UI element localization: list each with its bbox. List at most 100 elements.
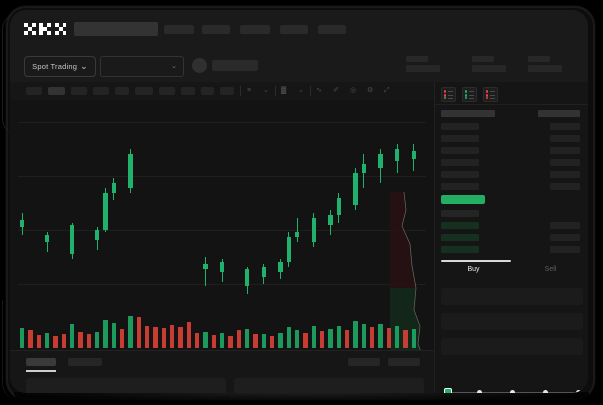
price-field[interactable] [441,288,583,305]
total-field[interactable] [441,338,583,355]
candle [237,274,242,286]
orderbook-ask-amount[interactable] [550,135,580,142]
tab-buy[interactable]: Buy [467,266,480,273]
candle-wick [213,252,214,277]
settings-icon[interactable]: ⚙ [367,87,374,94]
timeframe-button-7[interactable] [159,87,175,95]
candle [294,217,300,243]
volume-bar [328,328,333,348]
orderbook-ask-amount[interactable] [550,159,580,166]
candle-wick [288,232,290,267]
orderbook-bid-amount[interactable] [550,222,580,229]
timeframe-button-3[interactable] [71,87,87,95]
timeframe-button-5[interactable] [115,87,129,95]
slider-stop-25[interactable] [477,389,482,393]
bottom-action-2[interactable] [388,358,420,366]
slider-stop-75[interactable] [543,389,548,393]
candle [403,149,408,159]
orderbook-ask-price[interactable] [441,135,479,142]
volume-bar [153,326,158,348]
orderbook-bid-price[interactable] [441,222,479,229]
candle-wick [279,259,281,280]
volume-bar [278,332,283,348]
bottom-action-1[interactable] [348,358,380,366]
candle-wick [347,183,348,210]
volume-bar [61,333,67,348]
timeframe-button-8[interactable] [181,87,195,95]
orderbook-ask-price[interactable] [441,171,479,178]
volume-bar [219,333,225,348]
candle [78,225,83,232]
orderbook-bid-price[interactable] [441,234,479,241]
slider-handle[interactable] [444,388,452,393]
slider-stop-50[interactable] [510,389,515,393]
amount-percent-slider[interactable] [444,387,582,393]
nav-item-4[interactable] [280,25,308,34]
orderbook-ask-price[interactable] [441,123,479,130]
timeframe-button-9[interactable] [201,87,214,95]
candle [62,247,67,254]
orderbook-mode-buy-icon[interactable] [462,87,477,102]
chart-type-chevron-down-icon[interactable]: ⌄ [298,87,304,94]
orderbook-ask-amount[interactable] [550,183,580,190]
tab-sell[interactable]: Sell [544,266,557,273]
bezel-highlight-bottom [2,300,19,400]
volume-bar [103,319,108,348]
timeframe-button-2[interactable] [48,87,65,95]
candle-wick [296,217,298,243]
market-type-dropdown[interactable]: Spot Trading ⌄ [24,56,96,77]
timeframe-button-1[interactable] [26,87,42,95]
volume-bar [78,331,83,348]
line-tool-icon[interactable]: ∿ [316,87,322,94]
indicators-chevron-down-icon[interactable]: ⌄ [263,87,269,94]
amount-field[interactable] [441,313,583,330]
indicators-icon[interactable]: ≡ [247,87,252,94]
search-input[interactable] [74,22,158,36]
candle-wick [322,203,323,230]
tab-order-history[interactable] [68,358,102,366]
volume-bar [69,324,75,348]
price-chart[interactable] [10,100,434,382]
candle-wick [372,139,373,173]
chart-type-icon[interactable]: ▓ [281,87,287,94]
orderbook-bid-price[interactable] [441,210,479,217]
slider-stop-100[interactable] [576,389,581,393]
volume-bar [94,332,100,348]
bezel-highlight-top [2,14,17,134]
okx-logo[interactable] [24,23,66,35]
timeframe-button-6[interactable] [135,87,153,95]
volume-series [18,312,418,348]
volume-bar [144,325,150,348]
orderbook-bid-price[interactable] [441,246,479,253]
orderbook-ask-amount[interactable] [550,147,580,154]
orderbook-mode-sell-icon[interactable] [483,87,498,102]
timeframe-button-4[interactable] [93,87,109,95]
orderbook-ask-amount[interactable] [550,123,580,130]
orderbook-bid-amount[interactable] [550,234,580,241]
candle [353,168,358,211]
pencil-icon[interactable]: ✐ [333,87,339,94]
camera-icon[interactable]: ◎ [350,87,357,94]
timeframe-button-10[interactable] [220,87,234,95]
orderbook-ask-amount[interactable] [550,171,580,178]
orderbook-mode-both-icon[interactable] [441,87,456,102]
tab-open-orders[interactable] [26,358,56,366]
candle-wick [272,254,273,274]
orderbook-ask-price[interactable] [441,159,479,166]
pair-select[interactable]: ⌄ [100,56,184,77]
nav-item-2[interactable] [202,25,230,34]
candle-wick [221,259,223,282]
orderbook-bid-amount[interactable] [550,246,580,253]
candle [394,143,400,174]
nav-item-1[interactable] [164,25,194,34]
chart-gridline [18,230,426,231]
nav-item-3[interactable] [240,25,270,34]
fullscreen-icon[interactable]: ⤢ [384,87,390,94]
nav-item-5[interactable] [318,25,346,34]
candle-wick [313,212,315,248]
orderbook-ask-price[interactable] [441,183,479,190]
orderbook-ask-price[interactable] [441,147,479,154]
volume-bar [378,324,383,348]
volume-bar [169,325,175,348]
candle-wick [38,223,39,248]
